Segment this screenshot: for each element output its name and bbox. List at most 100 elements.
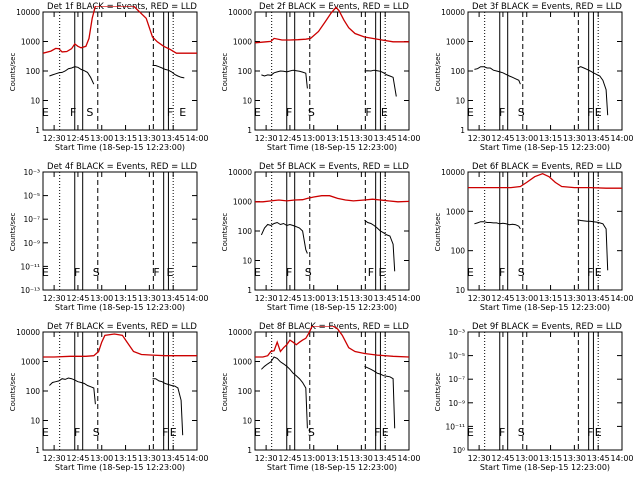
y-tick-label: 100 bbox=[26, 387, 41, 396]
marker-s: S bbox=[518, 426, 525, 439]
y-tick-label: 10 bbox=[455, 286, 465, 295]
marker-e: E bbox=[254, 426, 261, 439]
y-tick-label: 1 bbox=[247, 446, 252, 455]
x-axis-label: Start Time (18-Sep-15 12:23:00) bbox=[267, 463, 397, 472]
x-axis-label: Start Time (18-Sep-15 12:23:00) bbox=[55, 143, 185, 152]
marker-e-end: E bbox=[167, 266, 174, 279]
marker-s: S bbox=[305, 266, 312, 279]
x-tick-label: 12:30 bbox=[468, 294, 491, 303]
marker-e-end: E bbox=[179, 106, 186, 119]
marker-f-end: F bbox=[365, 106, 371, 119]
x-tick-label: 13:30 bbox=[138, 134, 161, 143]
x-tick-label: 13:15 bbox=[326, 294, 349, 303]
marker-f-end: F bbox=[167, 106, 173, 119]
marker-f-end: F bbox=[162, 426, 168, 439]
y-tick-label: 10000 bbox=[228, 328, 252, 337]
y-tick-label: 10 bbox=[30, 97, 40, 106]
panel-det-6f: Det 6f BLACK = Events, RED = LLD 10 100 100… bbox=[434, 162, 634, 312]
y-tick-label: 100 bbox=[451, 247, 466, 256]
y-tick-label: 10 bbox=[242, 97, 252, 106]
panel-det-1f: Det 1f BLACK = Events, RED = LLD 1 10 100 10… bbox=[9, 2, 209, 152]
x-tick-label: 13:00 bbox=[302, 454, 325, 463]
x-tick-label: 13:30 bbox=[350, 454, 373, 463]
marker-f: F bbox=[74, 266, 80, 279]
panel-title: Det 7f BLACK = Events, RED = LLD bbox=[47, 322, 197, 332]
lld-series-1 bbox=[43, 333, 197, 358]
marker-f: F bbox=[499, 426, 505, 439]
panel-title: Det 5f BLACK = Events, RED = LLD bbox=[259, 162, 409, 172]
marker-f-end: F bbox=[587, 106, 593, 119]
x-tick-label: 13:00 bbox=[302, 294, 325, 303]
panel-det-9f: Det 9f BLACK = Events, RED = LLD 10⁰ 10⁻¹¹… bbox=[434, 322, 634, 472]
y-tick-label: 1 bbox=[460, 126, 465, 135]
events-series-3 bbox=[364, 69, 397, 97]
x-tick-label: 13:15 bbox=[326, 134, 349, 143]
x-axis-label: Start Time (18-Sep-15 12:23:00) bbox=[267, 143, 397, 152]
y-tick-label: 1000 bbox=[21, 38, 40, 47]
marker-f: F bbox=[286, 426, 292, 439]
y-tick-label: 10⁻¹³ bbox=[20, 286, 40, 295]
y-tick-label: 1 bbox=[247, 126, 252, 135]
x-tick-label: 13:15 bbox=[326, 454, 349, 463]
y-tick-label: 10000 bbox=[16, 328, 40, 337]
events-series-3 bbox=[577, 219, 609, 271]
marker-s: S bbox=[308, 426, 315, 439]
y-tick-label: 10⁻⁵ bbox=[448, 352, 465, 361]
y-tick-label: 1 bbox=[35, 446, 40, 455]
plot-frame bbox=[42, 11, 198, 131]
x-tick-label: 13:15 bbox=[539, 454, 562, 463]
events-series-3 bbox=[152, 378, 184, 436]
x-tick-label: 12:30 bbox=[43, 454, 66, 463]
events-series-2 bbox=[577, 66, 609, 116]
y-tick-label: 1000 bbox=[233, 38, 252, 47]
x-tick-label: 13:45 bbox=[374, 134, 397, 143]
marker-f: F bbox=[70, 106, 76, 119]
x-axis-label: Start Time (18-Sep-15 12:23:00) bbox=[267, 303, 397, 312]
y-tick-label: 10 bbox=[242, 417, 252, 426]
x-tick-label: 13:30 bbox=[138, 454, 161, 463]
panel-title: Det 2f BLACK = Events, RED = LLD bbox=[259, 2, 409, 12]
lld-series-1 bbox=[43, 6, 197, 54]
y-axis-label: Counts/sec bbox=[221, 213, 229, 252]
y-tick-label: 10 bbox=[455, 97, 465, 106]
lld-series-1 bbox=[255, 6, 409, 44]
events-series-2 bbox=[261, 356, 308, 429]
x-tick-label: 13:30 bbox=[138, 294, 161, 303]
x-tick-label: 13:00 bbox=[302, 134, 325, 143]
x-tick-label: 13:30 bbox=[563, 134, 586, 143]
y-tick-label: 10⁻¹¹ bbox=[445, 422, 465, 431]
marker-e-end: E bbox=[170, 426, 177, 439]
marker-e-end: E bbox=[381, 106, 388, 119]
x-tick-label: 14:00 bbox=[397, 454, 420, 463]
y-tick-label: 10⁻³ bbox=[448, 328, 465, 337]
x-tick-label: 14:00 bbox=[185, 294, 208, 303]
events-series-2 bbox=[260, 221, 308, 254]
x-tick-label: 13:45 bbox=[587, 294, 610, 303]
plot-frame bbox=[467, 331, 623, 451]
y-tick-label: 10 bbox=[242, 257, 252, 266]
x-tick-label: 12:30 bbox=[255, 134, 278, 143]
x-tick-label: 13:30 bbox=[350, 294, 373, 303]
y-tick-label: 10⁻⁷ bbox=[448, 375, 465, 384]
x-tick-label: 13:45 bbox=[587, 454, 610, 463]
y-axis-label: Counts/sec bbox=[221, 53, 229, 92]
marker-e-end: E bbox=[379, 266, 386, 279]
y-tick-label: 10⁻¹¹ bbox=[20, 262, 40, 271]
y-axis-label: Counts/sec bbox=[9, 213, 17, 252]
x-tick-label: 12:30 bbox=[255, 454, 278, 463]
marker-e: E bbox=[467, 106, 474, 119]
lld-series-1 bbox=[255, 195, 409, 203]
y-tick-label: 10⁻³ bbox=[23, 168, 40, 177]
x-tick-label: 13:15 bbox=[539, 294, 562, 303]
events-series-3 bbox=[364, 219, 396, 272]
x-tick-label: 12:45 bbox=[491, 294, 514, 303]
x-tick-label: 13:45 bbox=[162, 454, 185, 463]
marker-e-end: E bbox=[595, 106, 602, 119]
y-tick-label: 10000 bbox=[441, 8, 465, 17]
y-tick-label: 1 bbox=[35, 126, 40, 135]
